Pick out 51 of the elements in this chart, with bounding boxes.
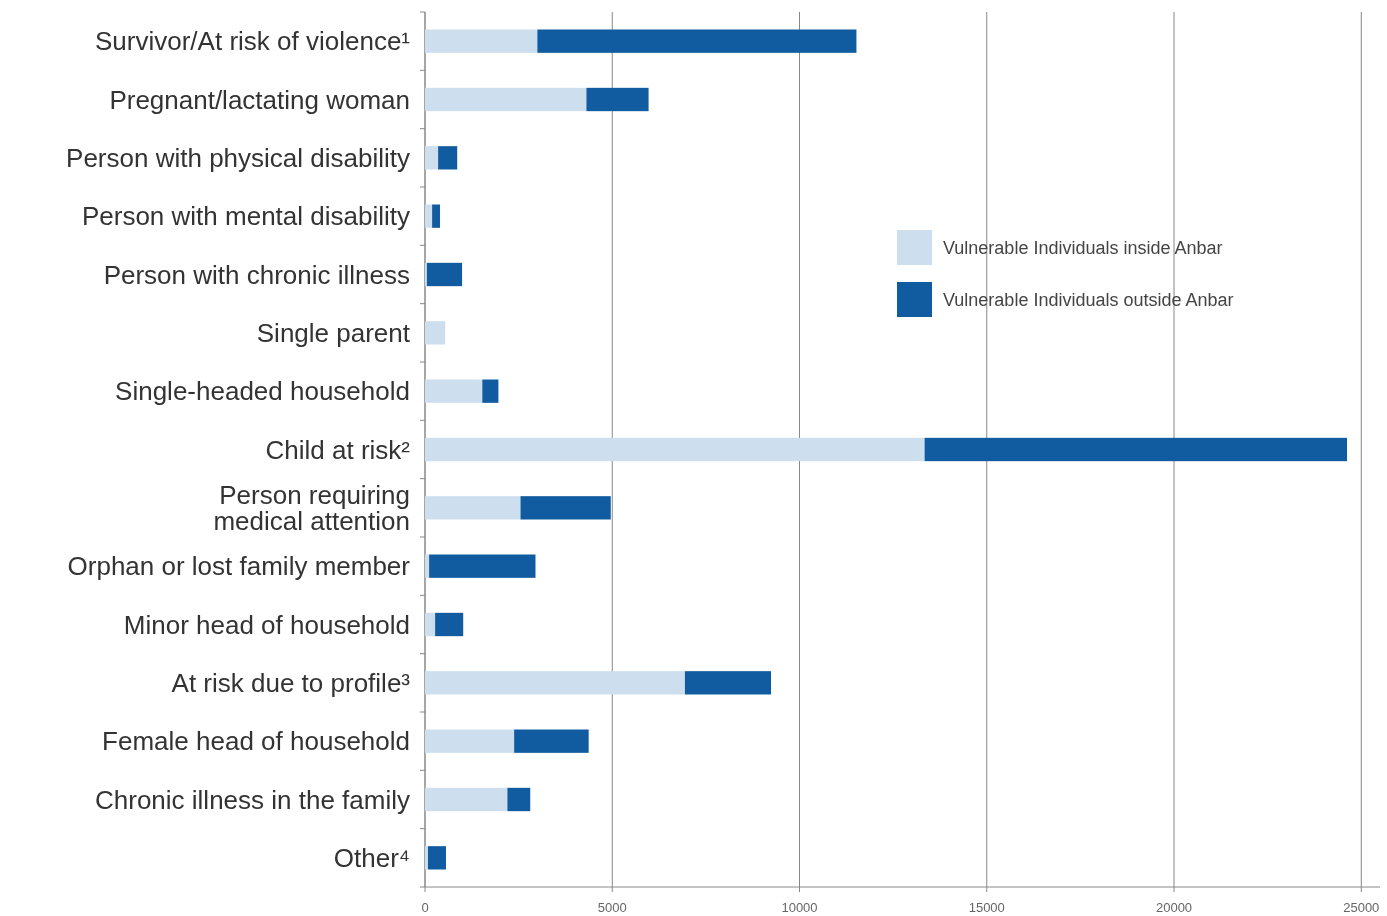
- y-tick-label: Female head of household: [102, 726, 410, 757]
- bar: [425, 496, 521, 520]
- y-tick-label: Minor head of household: [123, 609, 410, 640]
- y-tick-label: Child at risk²: [265, 434, 411, 465]
- y-tick-label: Person with physical disability: [66, 142, 410, 173]
- bar: [425, 554, 430, 578]
- bar: [514, 729, 589, 753]
- bar: [438, 146, 458, 170]
- bar: [425, 671, 685, 695]
- y-tick-label: Person with mental disability: [81, 201, 410, 232]
- y-tick-label: Other⁴: [333, 842, 410, 873]
- x-tick-label: 25000: [1343, 900, 1380, 915]
- bar: [425, 437, 925, 462]
- y-tick-label: Person with chronic illness: [103, 259, 410, 290]
- bar: [425, 29, 538, 53]
- y-tick-label: At risk due to profile³: [171, 667, 411, 698]
- bar: [537, 29, 857, 53]
- bar: [425, 321, 446, 345]
- bar: [482, 379, 499, 403]
- bar: [425, 204, 433, 228]
- bar: [586, 87, 649, 112]
- y-tick-label: Person requiring medical attention: [213, 479, 410, 536]
- bar: [435, 612, 464, 637]
- bar: [425, 379, 483, 403]
- y-tick-label: Chronic illness in the family: [94, 784, 410, 815]
- y-tick-label: Orphan or lost family member: [67, 551, 411, 582]
- bar: [520, 496, 611, 520]
- y-tick-label: Single-headed household: [115, 376, 410, 407]
- bar: [425, 846, 428, 870]
- x-tick-label: 20000: [1155, 900, 1193, 915]
- bar: [429, 554, 536, 578]
- x-tick-label: 15000: [968, 900, 1005, 915]
- x-tick-label: 10000: [781, 900, 818, 915]
- bar: [684, 671, 772, 695]
- legend-label: Vulnerable Individuals inside Anbar: [943, 238, 1223, 258]
- bar: [425, 729, 515, 753]
- bar: [924, 437, 1348, 462]
- bar: [432, 204, 440, 228]
- x-tick-label: 5000: [597, 900, 627, 915]
- bar: [425, 146, 439, 170]
- bar: [507, 787, 531, 812]
- bar: [426, 262, 463, 287]
- y-tick-label: Pregnant/lactating woman: [109, 84, 410, 115]
- bar: [425, 612, 436, 637]
- y-tick-label: Survivor/At risk of violence¹: [95, 26, 411, 57]
- x-tick-label: 0: [421, 900, 429, 915]
- y-tick-label: Single parent: [256, 317, 411, 348]
- bar: [425, 787, 508, 812]
- legend-label: Vulnerable Individuals outside Anbar: [943, 290, 1234, 310]
- bar: [428, 846, 446, 870]
- bar: [425, 87, 587, 112]
